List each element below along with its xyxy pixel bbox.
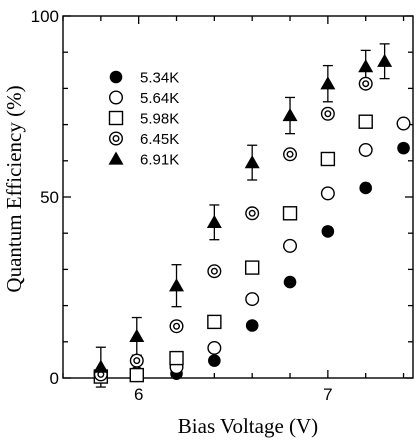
data-point-filled-circle [359,181,373,195]
data-point-filled-triangle [93,359,109,373]
data-point-filled-circle [397,141,410,155]
y-axis-title: Quantum Efficiency (%) [2,85,26,292]
x-axis-title: Bias Voltage (V) [178,414,318,438]
data-point-open-circle [396,116,411,131]
data-point-double-circle [207,264,222,279]
data-point-open-circle [207,340,222,355]
legend-marker-filled-circle [109,70,123,84]
legend-label: 5.98K [140,111,179,128]
x-tick-label: 6 [134,385,143,404]
data-point-filled-triangle [244,155,260,169]
data-point-open-circle [245,292,260,307]
data-point-filled-circle [208,354,221,367]
data-point-double-circle [358,76,373,91]
data-point-filled-triangle [169,278,185,292]
data-point-filled-circle [321,225,335,238]
y-tick-label: 100 [31,7,59,26]
data-point-double-circle [320,106,335,121]
legend-label: 5.64K [140,90,179,107]
data-point-double-circle [169,319,184,334]
data-point-filled-triangle [358,59,374,73]
data-point-open-square [282,206,298,221]
y-tick-label: 0 [50,369,59,388]
data-point-open-square [244,260,260,275]
legend-label: 5.34K [140,70,179,87]
y-tick-label: 50 [40,188,59,207]
data-point-filled-circle [283,275,297,289]
data-point-filled-triangle [320,76,336,90]
data-point-open-square [169,350,184,366]
data-point-open-circle [320,186,335,201]
legend-marker-filled-triangle [108,151,124,165]
legend-label: 6.91K [140,152,179,169]
data-point-filled-triangle [282,108,298,122]
legend-label: 6.45K [140,131,179,148]
data-point-open-square [207,314,222,330]
data-point-double-circle [283,147,298,162]
axis-ticks [62,15,413,379]
data-markers [93,53,411,384]
legend-marker-double-circle [108,131,123,146]
legend-marker-open-circle [108,90,123,105]
data-point-double-circle [129,353,144,368]
data-point-open-square [358,114,373,129]
legend-marker-open-square [108,110,124,126]
legend: 5.34K 5.64K 5.98K 6.45K 6.91K [108,70,179,169]
data-point-filled-triangle [129,328,145,342]
data-point-open-circle [283,238,298,253]
data-point-open-square [129,367,144,383]
data-point-filled-circle [245,319,259,332]
x-tick-label: 7 [323,385,332,404]
data-point-filled-triangle [206,214,222,228]
data-point-filled-triangle [377,53,393,67]
data-point-open-circle [358,142,373,157]
data-point-open-square [320,151,336,167]
data-point-double-circle [245,206,260,221]
tick-labels: 0 50 100 6 7 [31,7,333,404]
